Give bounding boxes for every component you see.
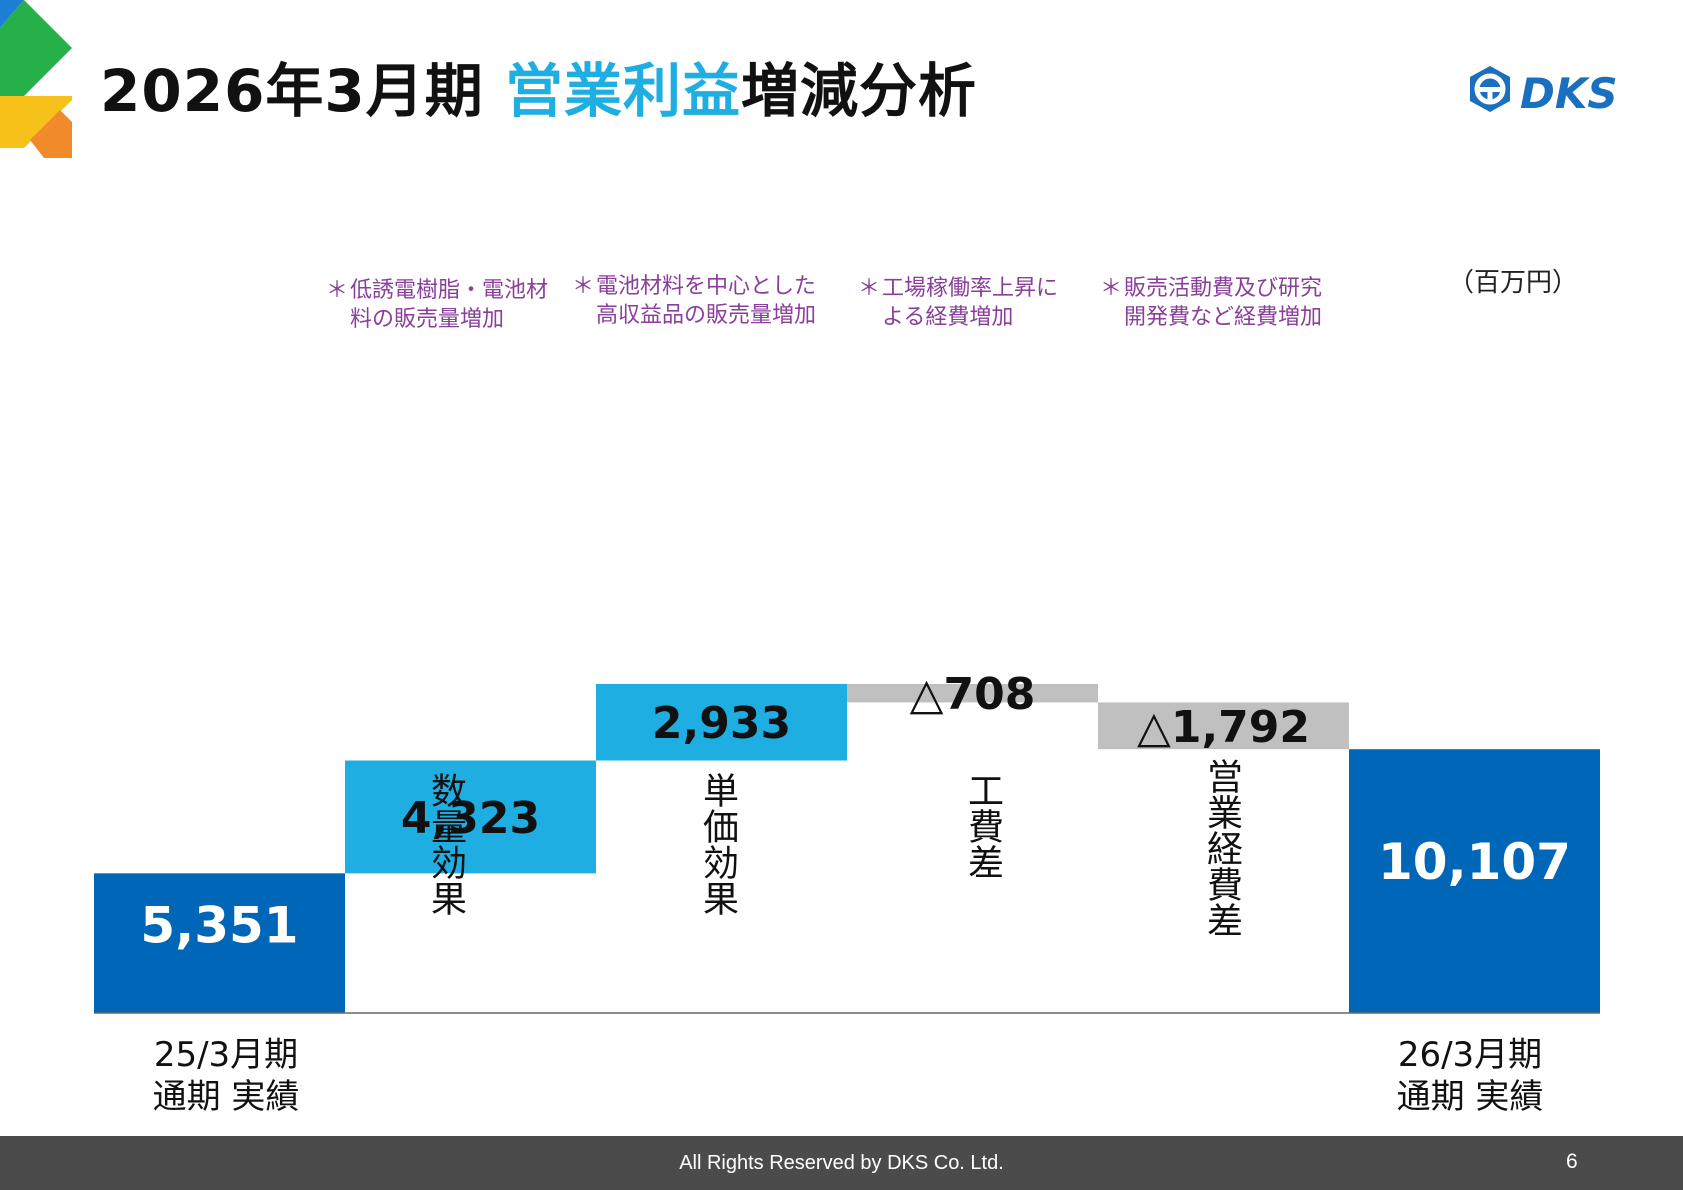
value-label-factory-cost: △708 — [910, 669, 1036, 720]
note-operating-expense: ＊販売活動費及び研究 開発費など経費増加 — [1100, 274, 1322, 332]
note-line2: 料の販売量増加 — [350, 307, 505, 332]
note-line2: 開発費など経費増加 — [1124, 305, 1323, 330]
note-volume-effect: ＊低誘電樹脂・電池材 料の販売量増加 — [326, 276, 548, 334]
category-label-factory-cost: 工費差 — [962, 772, 1003, 880]
note-factory-cost: ＊工場稼働率上昇に よる経費増加 — [858, 274, 1058, 332]
bar-price-effect — [596, 683, 847, 761]
bar-start-total — [94, 873, 345, 1013]
title-highlight: 営業利益 — [504, 57, 741, 125]
note-marker: ＊ — [572, 274, 595, 299]
title-part2: 増減分析 — [741, 57, 978, 125]
category-label-price-effect: 単価効果 — [697, 772, 738, 916]
bar-volume-effect — [345, 760, 596, 874]
note-line2: 高収益品の販売量増加 — [596, 303, 817, 328]
bar-factory-cost — [847, 683, 1098, 703]
unit-label: （百万円） — [1448, 268, 1579, 298]
period-label-end-line2: 通期 実績 — [1396, 1077, 1544, 1117]
period-label-end-line1: 26/3月期 — [1397, 1035, 1543, 1075]
note-price-effect: ＊電池材料を中心とした 高収益品の販売量増加 — [572, 272, 816, 330]
footer: All Rights Reserved by DKS Co. Ltd. 6 — [0, 1136, 1683, 1190]
corner-decoration — [0, 0, 72, 158]
value-label-operating-expense: △1,792 — [1137, 702, 1310, 753]
value-label-end-total: 10,107 — [1378, 833, 1571, 891]
period-label-start-line1: 25/3月期 — [153, 1035, 299, 1075]
note-line2: よる経費増加 — [882, 305, 1014, 330]
category-label-volume-effect: 数量効果 — [425, 772, 466, 916]
bar-end-total — [1349, 749, 1600, 1013]
footer-copyright: All Rights Reserved by DKS Co. Ltd. — [679, 1152, 1004, 1174]
dks-logo: DKS — [1470, 66, 1618, 118]
value-label-volume-effect: 4,323 — [401, 793, 540, 844]
note-line1: 販売活動費及び研究 — [1124, 276, 1323, 301]
waterfall-chart: 5,351 4,323 2,933 △708 △1,792 10,107 — [94, 669, 1600, 1014]
value-label-price-effect: 2,933 — [652, 698, 791, 749]
value-label-start-total: 5,351 — [140, 896, 298, 954]
note-marker: ＊ — [326, 278, 349, 303]
page-title: 2026年3月期 営業利益増減分析 — [100, 44, 977, 128]
page-number: 6 — [1566, 1150, 1578, 1173]
category-label-operating-expense: 営業経費差 — [1201, 758, 1242, 938]
note-line1: 工場稼働率上昇に — [882, 276, 1059, 301]
period-label-end: 26/3月期 通期 実績 — [1380, 1034, 1560, 1118]
title-part1: 2026年3月期 — [100, 57, 505, 125]
logo-text: DKS — [1520, 69, 1618, 118]
note-line1: 低誘電樹脂・電池材 — [350, 278, 549, 303]
bar-operating-expense — [1098, 702, 1349, 750]
period-label-start: 25/3月期 通期 実績 — [136, 1034, 316, 1118]
note-marker: ＊ — [858, 276, 881, 301]
note-line1: 電池材料を中心とした — [596, 274, 817, 299]
period-label-start-line2: 通期 実績 — [152, 1077, 300, 1117]
note-marker: ＊ — [1100, 276, 1123, 301]
